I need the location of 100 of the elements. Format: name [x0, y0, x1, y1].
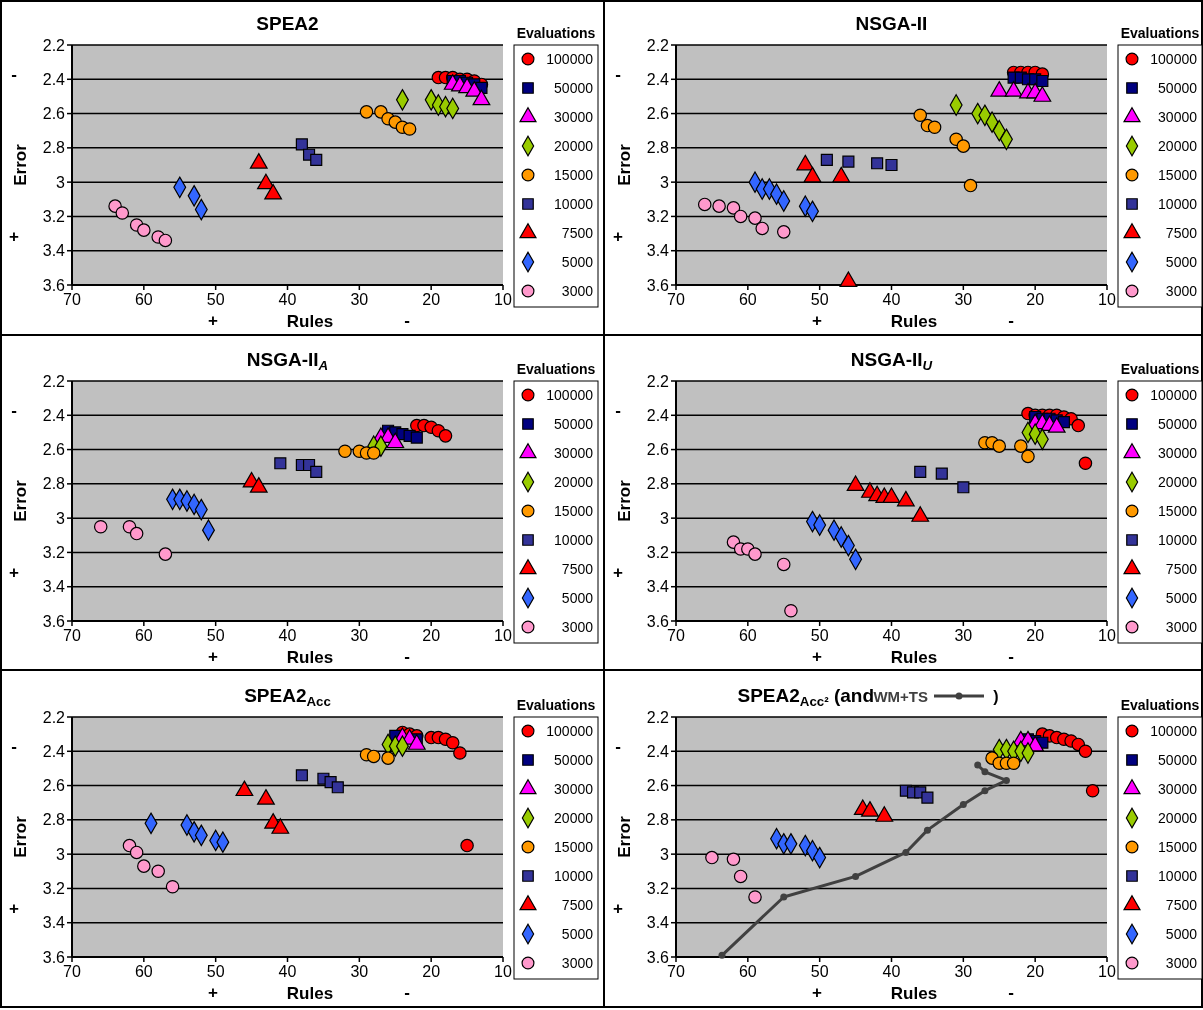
legend-label: 30000 [554, 780, 594, 797]
legend-label: 20000 [1158, 137, 1198, 154]
point [310, 465, 323, 478]
legend-label: 50000 [1158, 415, 1198, 432]
point [748, 890, 762, 904]
legend-label: 15000 [554, 838, 594, 855]
legend-title: Evaluations [1120, 697, 1200, 713]
legend-label: 30000 [1158, 780, 1198, 797]
y-tick-label: 3 [660, 509, 670, 527]
y-tick-label: 3.6 [42, 612, 66, 630]
legend-label: 3000 [1165, 954, 1198, 971]
x-tick-label: 50 [810, 963, 829, 980]
legend-label: 20000 [554, 137, 594, 154]
x-tick-label: 60 [134, 963, 153, 980]
text: + [812, 311, 823, 330]
x-axis-title: Rules [890, 648, 938, 667]
point [453, 746, 467, 760]
x-tick-label: 40 [882, 291, 901, 308]
point [963, 178, 978, 193]
text: + [9, 563, 20, 582]
x-tick-label: 60 [134, 627, 153, 644]
text: - [11, 401, 17, 420]
y-tick-label: 3 [56, 173, 66, 191]
point [295, 769, 308, 782]
legend-label: 10000 [554, 867, 594, 884]
x-tick-label: 70 [63, 963, 81, 980]
point [158, 233, 173, 248]
point [359, 105, 374, 119]
text: - [615, 65, 621, 84]
chart-title: NSGA-II [855, 13, 928, 34]
x-tick-label: 70 [63, 291, 81, 308]
x-axis-title: Rules [286, 984, 334, 1003]
point [93, 519, 108, 534]
y-tick-label: 2.4 [42, 406, 66, 424]
point [748, 547, 762, 561]
point [776, 557, 791, 572]
legend-label: 10000 [554, 195, 594, 212]
chart-title: SPEA2 [256, 13, 319, 34]
y-tick-label: 2.8 [646, 139, 670, 157]
point [1036, 74, 1049, 88]
x-tick-label: 30 [954, 963, 973, 980]
y-tick-label: 2.8 [646, 811, 670, 829]
point [331, 781, 344, 794]
point [923, 826, 931, 834]
legend-label: 30000 [1158, 108, 1198, 125]
x-tick-label: 70 [667, 963, 685, 980]
text: - [11, 737, 17, 756]
x-tick-label: 40 [882, 963, 901, 980]
text: - [1008, 311, 1014, 330]
legend-label: 5000 [1165, 253, 1198, 270]
x-tick-label: 50 [206, 291, 225, 308]
y-tick-label: 3.4 [646, 914, 670, 932]
point [871, 157, 884, 170]
point [460, 838, 474, 853]
y-tick-label: 2.4 [646, 406, 670, 424]
y-tick-label: 3 [56, 845, 66, 863]
legend-label: 7500 [1165, 560, 1198, 577]
point [158, 547, 173, 561]
y-tick-label: 3 [660, 173, 670, 191]
text: - [615, 737, 621, 756]
point [718, 951, 726, 959]
legend-label: 20000 [554, 473, 594, 490]
legend-label: 100000 [546, 722, 594, 739]
text: ) [993, 688, 999, 705]
legend-label: 10000 [1158, 867, 1198, 884]
y-tick-label: 3.2 [42, 880, 66, 898]
y-tick-label: 2.6 [42, 777, 66, 795]
x-axis-title: Rules [286, 648, 334, 667]
point [165, 879, 180, 894]
point [921, 791, 934, 804]
text: + [208, 983, 219, 1002]
legend-label: 30000 [554, 444, 594, 461]
x-tick-label: 10 [494, 291, 512, 308]
y-tick-label: 3.4 [42, 578, 66, 596]
point [733, 209, 748, 224]
point [129, 526, 144, 541]
x-tick-label: 20 [422, 963, 441, 980]
legend-label: 3000 [561, 282, 594, 299]
text: WM+TS [873, 688, 928, 705]
legend-label: 5000 [1165, 925, 1198, 942]
point [1078, 744, 1093, 759]
point [295, 138, 308, 151]
x-tick-label: 70 [63, 627, 81, 644]
point [780, 893, 788, 901]
x-tick-label: 50 [810, 627, 829, 644]
point [366, 446, 381, 460]
text: + [208, 311, 219, 330]
y-tick-label: 2.2 [42, 708, 66, 726]
x-tick-label: 40 [278, 627, 297, 644]
text: + [812, 647, 823, 666]
y-tick-label: 2.8 [646, 475, 670, 493]
y-tick-label: 2.2 [646, 36, 670, 54]
x-axis-title: Rules [890, 312, 938, 331]
x-tick-label: 30 [954, 291, 973, 308]
legend-label: 10000 [554, 531, 594, 548]
point [1006, 756, 1021, 771]
legend-label: 5000 [561, 925, 594, 942]
x-tick-label: 10 [1098, 627, 1116, 644]
point [1021, 449, 1035, 464]
point [381, 751, 395, 765]
